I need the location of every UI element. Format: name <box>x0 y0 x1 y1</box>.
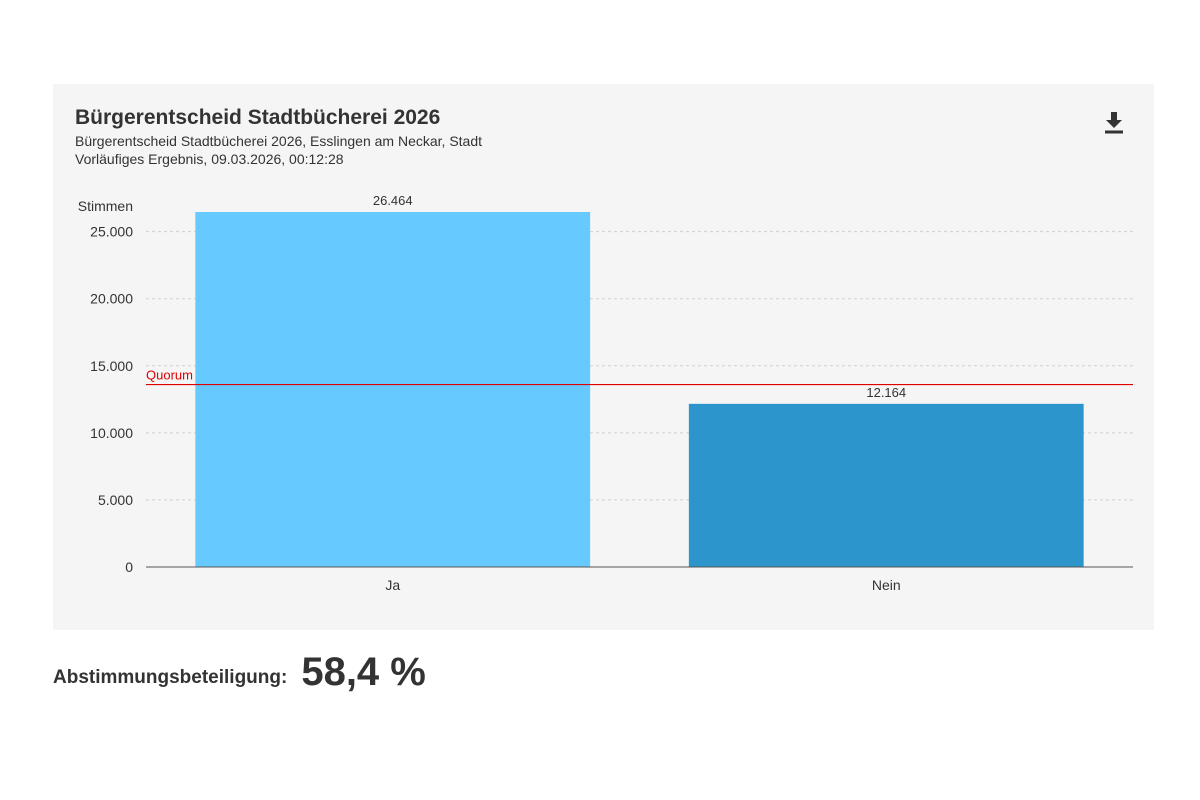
download-button[interactable] <box>1101 110 1127 136</box>
y-tick-label: 25.000 <box>90 224 133 240</box>
turnout-label: Abstimmungsbeteiligung: <box>53 666 288 688</box>
turnout-summary: Abstimmungsbeteiligung: 58,4 % <box>53 650 426 695</box>
data-label: 26.464 <box>373 193 413 208</box>
data-label: 12.164 <box>866 385 906 400</box>
chart-subtitle: Bürgerentscheid Stadtbücherei 2026, Essl… <box>75 133 483 149</box>
result-status: Vorläufiges Ergebnis, 09.03.2026, 00:12:… <box>75 151 344 167</box>
chart-title: Bürgerentscheid Stadtbücherei 2026 <box>75 106 441 129</box>
x-tick-label: Ja <box>385 577 400 593</box>
bar-ja <box>195 212 591 567</box>
y-tick-label: 0 <box>125 559 133 575</box>
y-axis-label: Stimmen <box>78 198 133 214</box>
y-tick-label: 10.000 <box>90 425 133 441</box>
turnout-value: 58,4 % <box>301 650 426 694</box>
y-tick-label: 15.000 <box>90 358 133 374</box>
bar-chart: 0 5.000 10.000 15.000 20.000 25.000 Stimmen 26.… <box>78 193 1133 593</box>
download-icon <box>1105 112 1123 134</box>
y-tick-label: 20.000 <box>90 291 133 307</box>
quorum-label: Quorum <box>146 368 193 383</box>
y-tick-label: 5.000 <box>98 492 133 508</box>
chart-card: Bürgerentscheid Stadtbücherei 2026 Bürge… <box>53 84 1154 630</box>
x-tick-label: Nein <box>872 577 901 593</box>
bar-nein <box>688 403 1084 567</box>
